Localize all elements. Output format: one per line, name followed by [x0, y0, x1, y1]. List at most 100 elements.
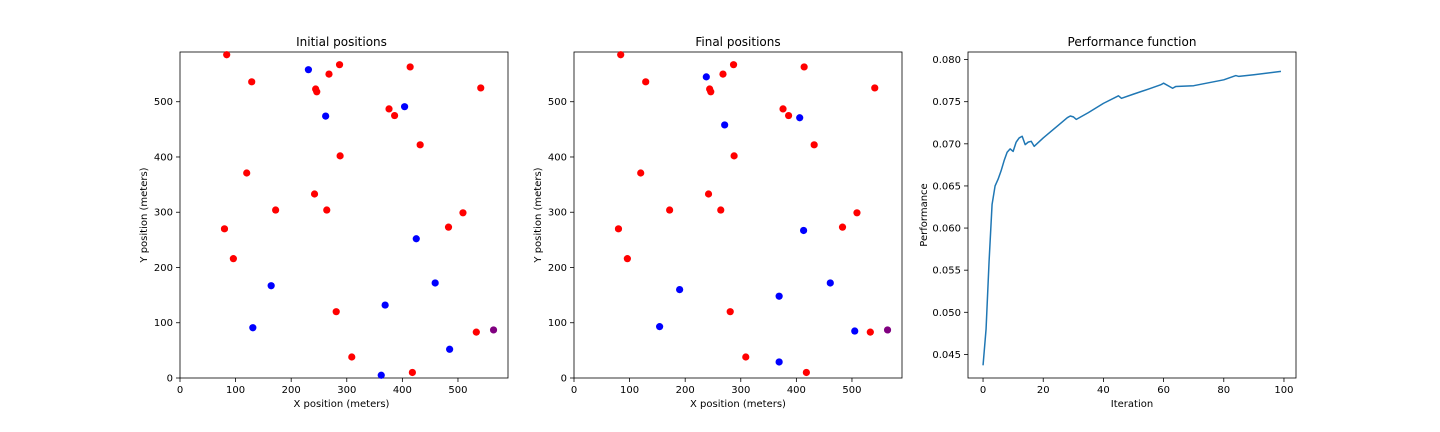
x-tick-label: 300: [731, 385, 750, 396]
x-axis-label: X position (meters): [294, 399, 390, 410]
data-point-blue: [800, 226, 808, 235]
plot-frame: [179, 51, 509, 379]
y-tick-label: 0.055: [932, 266, 961, 277]
data-point-red: [717, 206, 725, 214]
data-point-blue: [431, 279, 439, 287]
data-point-blue: [322, 112, 330, 120]
data-point-red: [323, 206, 331, 214]
x-tick-label: 300: [337, 385, 356, 396]
data-point-red: [243, 169, 251, 177]
y-tick-label: 400: [154, 152, 173, 163]
data-point-red: [784, 111, 793, 120]
data-point-red: [229, 255, 237, 263]
data-point-blue: [381, 301, 389, 309]
data-point-red: [666, 206, 674, 214]
y-tick-label: 0.070: [932, 139, 961, 150]
data-point-red: [348, 353, 356, 361]
x-tick-label: 0: [177, 385, 183, 396]
data-point-blue: [721, 121, 729, 129]
data-point-red: [726, 308, 734, 316]
data-point-red: [477, 84, 485, 92]
x-tick-label: 0: [571, 385, 577, 396]
data-point-red: [248, 78, 256, 86]
data-point-red: [272, 206, 280, 214]
data-point-red: [617, 51, 625, 59]
y-tick-label: 400: [548, 152, 567, 163]
y-tick-label: 0.045: [932, 350, 961, 361]
x-tick-label: 200: [676, 385, 695, 396]
x-tick-label: 80: [1217, 385, 1230, 396]
x-axis-label: X position (meters): [690, 399, 786, 410]
x-tick-label: 20: [1037, 385, 1050, 396]
data-point-purple: [883, 326, 892, 334]
y-tick-label: 0: [167, 374, 173, 385]
data-point-red: [802, 368, 810, 377]
data-point-red: [332, 308, 340, 316]
x-tick-label: 100: [226, 385, 245, 396]
data-point-red: [472, 328, 480, 336]
final-positions-chart: Final positions X position (meters) Y po…: [533, 35, 903, 410]
data-point-blue: [676, 285, 684, 294]
x-tick-label: 100: [1274, 385, 1293, 396]
data-point-red: [614, 225, 623, 233]
data-point-blue: [702, 73, 710, 81]
y-tick-label: 0.060: [932, 224, 961, 235]
y-tick-label: 100: [154, 318, 173, 329]
data-point-purple: [489, 326, 498, 334]
y-axis-label: Y position (meters): [533, 167, 544, 263]
data-point-red: [416, 141, 424, 149]
data-point-red: [335, 61, 344, 69]
data-point-red: [623, 255, 631, 263]
performance-function-chart: Performance function Iteration Performan…: [919, 35, 1297, 410]
y-tick-label: 0.075: [932, 97, 961, 108]
y-tick-label: 0: [561, 374, 567, 385]
initial-positions-chart: Initial positions X position (meters) Y …: [139, 35, 509, 410]
x-tick-label: 0: [980, 385, 986, 396]
data-point-blue: [656, 323, 664, 331]
y-tick-label: 500: [548, 97, 567, 108]
data-point-red: [390, 111, 399, 120]
data-point-blue: [377, 371, 385, 379]
data-point-red: [313, 88, 321, 96]
data-point-red: [220, 225, 229, 233]
y-tick-label: 500: [154, 97, 173, 108]
data-point-blue: [851, 327, 859, 335]
data-point-red: [838, 223, 847, 231]
data-point-red: [704, 190, 713, 198]
chart-title: Final positions: [695, 35, 780, 49]
plot-frame: [573, 51, 903, 379]
x-tick-label: 40: [1097, 385, 1110, 396]
y-tick-label: 300: [154, 208, 173, 219]
chart-title: Performance function: [1068, 35, 1197, 49]
x-tick-label: 200: [282, 385, 301, 396]
y-tick-label: 0.065: [932, 181, 961, 192]
data-point-red: [444, 223, 453, 231]
y-tick-label: 0.080: [932, 55, 961, 66]
x-tick-label: 500: [448, 385, 467, 396]
data-point-red: [385, 105, 393, 113]
data-point-red: [336, 152, 344, 160]
data-point-blue: [826, 279, 834, 287]
data-point-blue: [446, 345, 454, 353]
data-point-red: [866, 328, 874, 336]
data-point-red: [730, 152, 738, 160]
y-tick-label: 300: [548, 208, 567, 219]
data-point-red: [853, 209, 861, 217]
data-point-red: [223, 51, 231, 59]
data-point-red: [707, 88, 715, 96]
x-tick-label: 400: [787, 385, 806, 396]
data-point-blue: [775, 358, 783, 366]
data-point-red: [800, 63, 808, 71]
data-point-red: [729, 61, 738, 69]
data-point-red: [742, 353, 750, 361]
y-tick-label: 0.050: [932, 308, 961, 319]
data-point-blue: [304, 66, 313, 74]
data-point-red: [642, 78, 650, 86]
y-axis-label: Performance: [919, 183, 930, 246]
x-tick-label: 500: [842, 385, 861, 396]
y-axis-label: Y position (meters): [139, 167, 150, 263]
y-tick-label: 200: [154, 263, 173, 274]
data-point-red: [779, 105, 787, 113]
data-point-red: [310, 190, 319, 198]
